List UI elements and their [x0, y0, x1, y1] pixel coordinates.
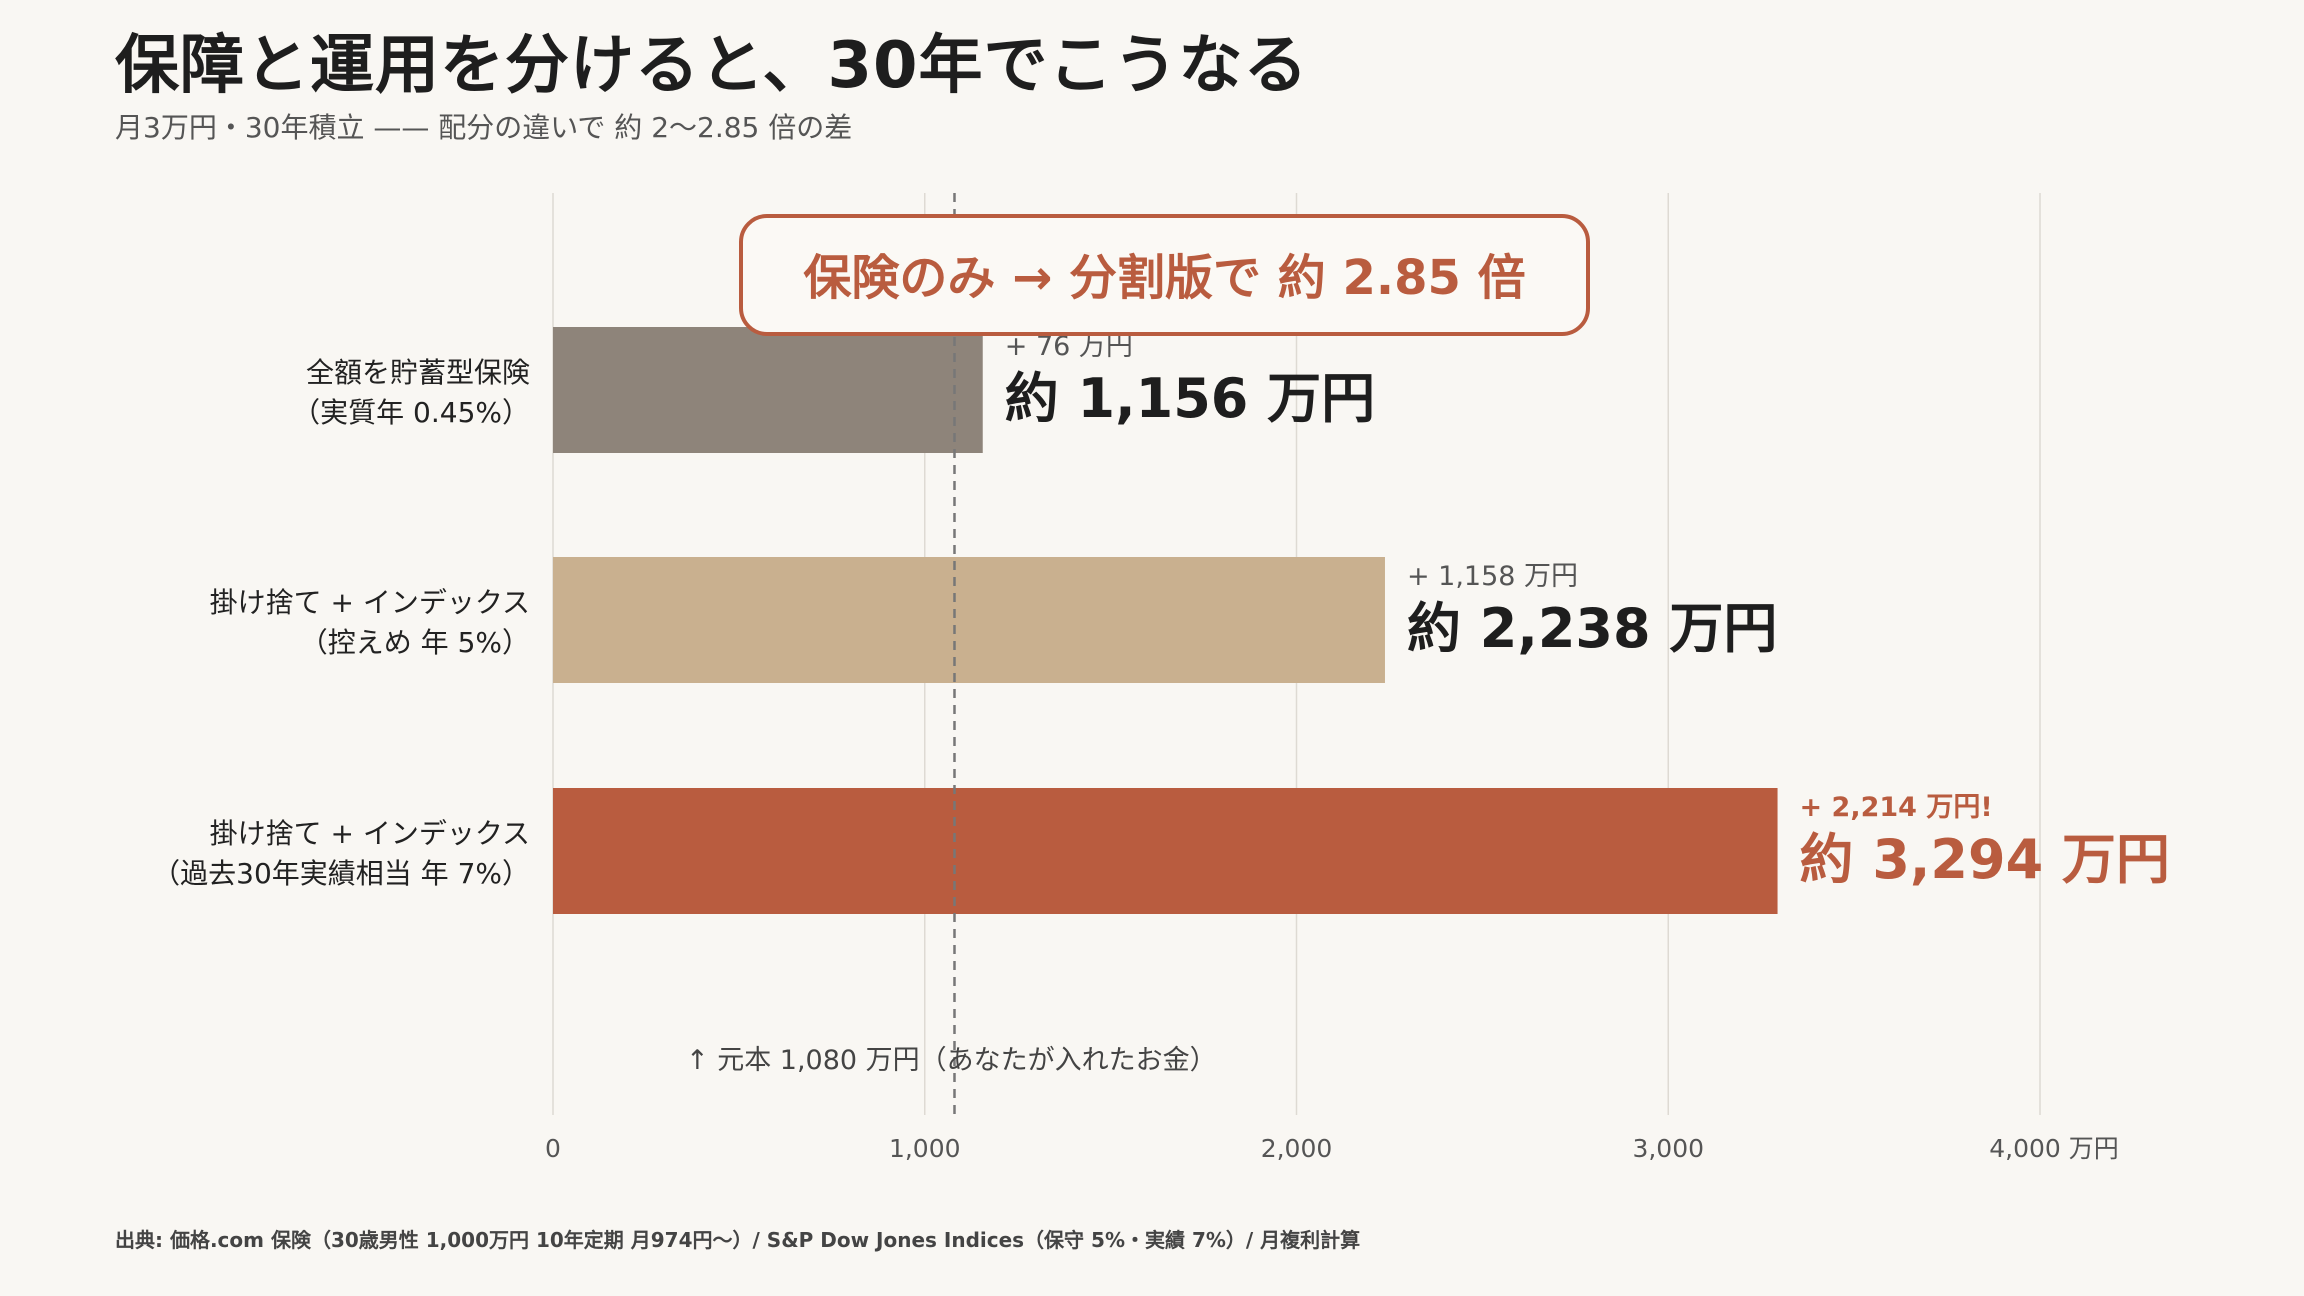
chart-title: 保障と運用を分けると、30年でこうなる [115, 29, 1309, 103]
x-tick-label: 1,000 [889, 1134, 961, 1163]
chart-subtitle: 月3万円・30年積立 —— 配分の違いで 約 2〜2.85 倍の差 [115, 111, 853, 144]
category-label: （実質年 0.45%） [292, 396, 530, 429]
category-label: 掛け捨て + インデックス [210, 586, 530, 619]
gain-label: + 1,158 万円 [1407, 561, 1578, 592]
x-tick-label: 0 [545, 1134, 561, 1163]
callout-box [739, 214, 1590, 336]
category-label: 掛け捨て + インデックス [210, 817, 530, 850]
bar [553, 788, 1778, 914]
value-label: 約 2,238 万円 [1407, 597, 1777, 660]
x-tick-label: 4,000 万円 [1989, 1134, 2119, 1163]
principal-reference-label: ↑ 元本 1,080 万円（あなたが入れたお金） [686, 1045, 1217, 1076]
x-tick-label: 3,000 [1632, 1134, 1704, 1163]
gain-label: + 76 万円 [1005, 331, 1133, 362]
category-label: 全額を貯蓄型保険 [306, 356, 530, 389]
source-note: 出典: 価格.com 保険（30歳男性 1,000万円 10年定期 月974円〜… [115, 1228, 1361, 1252]
callout-text: 保険のみ → 分割版で 約 2.85 倍 [803, 250, 1525, 306]
x-tick-label: 2,000 [1261, 1134, 1333, 1163]
bar [553, 557, 1385, 683]
gain-label: + 2,214 万円! [1800, 792, 1993, 823]
category-label: （過去30年実績相当 年 7%） [152, 857, 530, 890]
category-label: （控えめ 年 5%） [300, 626, 530, 659]
value-label: 約 1,156 万円 [1005, 367, 1375, 430]
value-label: 約 3,294 万円 [1800, 828, 2170, 891]
bar [553, 327, 983, 453]
